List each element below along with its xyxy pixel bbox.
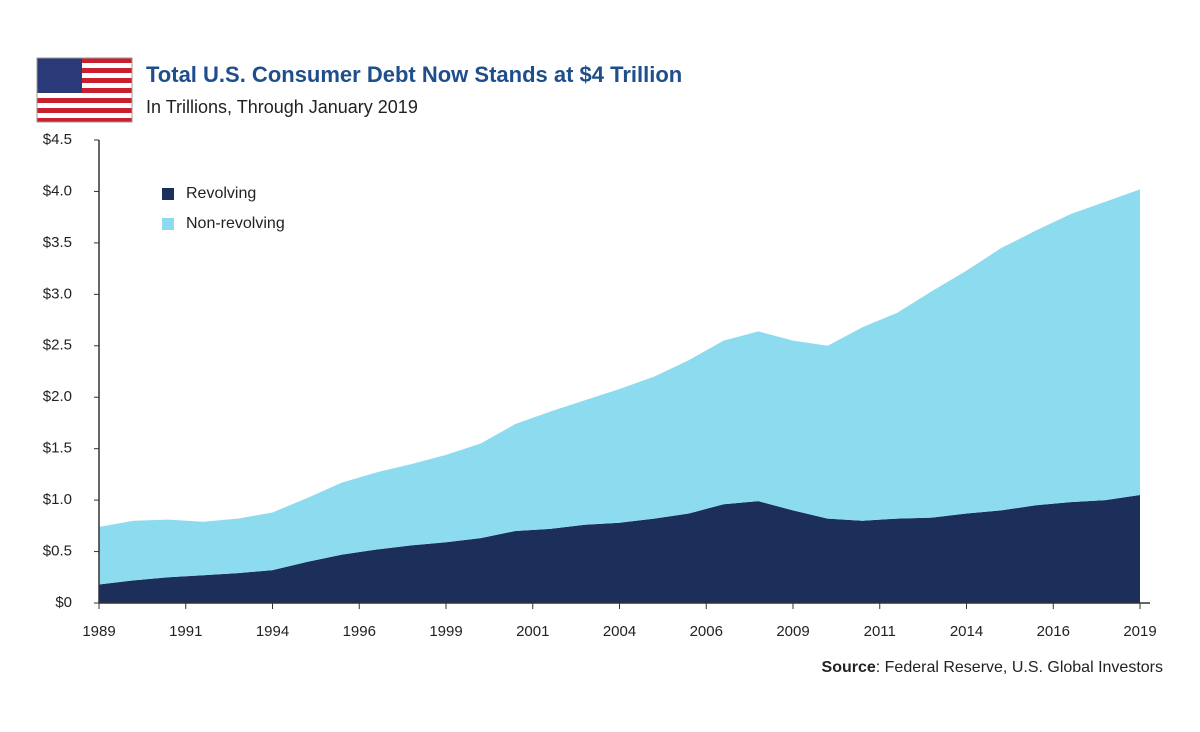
chart-subtitle: In Trillions, Through January 2019 [146,97,418,117]
x-tick-label: 1996 [343,623,376,640]
us-flag [36,57,133,123]
y-tick-label: $1.0 [43,491,72,508]
x-tick-label: 1994 [256,623,289,640]
y-tick-label: $2.5 [43,337,72,354]
y-tick-label: $2.0 [43,388,72,405]
x-tick-label: 2001 [516,623,549,640]
x-tick-label: 1989 [82,623,115,640]
area [99,189,1140,585]
legend-swatch [162,188,174,200]
x-tick-label: 2011 [864,623,896,640]
y-tick-label: $0.5 [43,543,72,560]
area [99,494,1140,603]
y-tick-label: $4.5 [43,131,72,148]
x-tick-label: 1991 [169,623,202,640]
x-tick-label: 2006 [690,623,723,640]
source-note: Source: Federal Reserve, U.S. Global Inv… [822,659,1163,676]
x-tick-label: 1999 [429,623,462,640]
y-tick-label: $3.0 [43,285,72,302]
legend-swatch [162,218,174,230]
x-tick-label: 2004 [603,623,636,640]
y-tick-label: $4.0 [43,182,72,199]
x-tick-label: 2019 [1123,623,1156,640]
legend-label: Non-revolving [186,215,285,232]
y-tick-label: $0 [55,594,72,611]
x-tick-label: 2009 [776,623,809,640]
y-tick-label: $3.5 [43,234,72,251]
source-text: : Federal Reserve, U.S. Global Investors [876,659,1163,676]
legend-label: Revolving [186,185,256,202]
x-tick-label: 2016 [1037,623,1070,640]
y-tick-label: $1.5 [43,440,72,457]
chart-title: Total U.S. Consumer Debt Now Stands at $… [146,62,682,87]
source-label: Source [822,659,876,676]
x-tick-label: 2014 [950,623,983,640]
